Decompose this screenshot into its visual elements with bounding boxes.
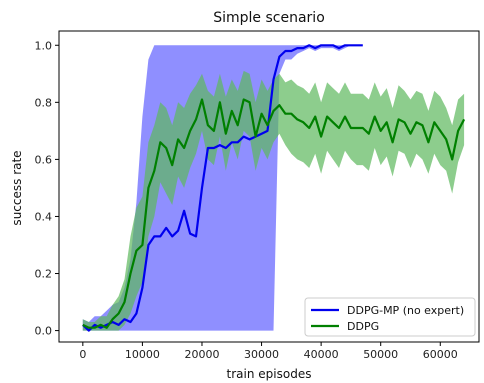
y-axis-title: success rate	[10, 150, 24, 225]
y-tick-label: 0.0	[35, 325, 53, 338]
band-series-2	[82, 70, 465, 331]
legend-label-2: DDPG	[347, 320, 379, 333]
x-tick-label: 10000	[125, 348, 160, 361]
y-tick-label: 0.6	[35, 153, 53, 166]
plot-frame	[58, 30, 480, 343]
y-tick-label: 0.2	[35, 268, 53, 281]
y-tick-label: 1.0	[35, 39, 53, 52]
x-tick-label: 30000	[244, 348, 279, 361]
line-series-1	[82, 44, 363, 332]
x-tick-label: 0	[79, 348, 86, 361]
legend-box	[304, 297, 476, 337]
band-series-1	[82, 45, 363, 331]
y-tick-label: 0.4	[35, 210, 53, 223]
x-axis: 0 10000 20000 30000 40000 50000 60000	[79, 342, 458, 361]
x-tick-label: 40000	[304, 348, 339, 361]
x-tick-label: 20000	[184, 348, 219, 361]
line-series-2	[82, 98, 466, 329]
confidence-bands	[82, 45, 465, 331]
y-tick-label: 0.8	[35, 96, 53, 109]
chart-title: Simple scenario	[213, 10, 325, 26]
y-axis: 0.0 0.2 0.4 0.6 0.8 1.0	[35, 39, 59, 338]
x-tick-label: 60000	[423, 348, 458, 361]
x-axis-title: train episodes	[227, 367, 312, 381]
legend-label-1: DDPG-MP (no expert)	[347, 304, 464, 317]
legend: DDPG-MP (no expert) DDPG	[304, 297, 476, 337]
series-lines	[82, 44, 466, 332]
x-tick-label: 50000	[363, 348, 398, 361]
